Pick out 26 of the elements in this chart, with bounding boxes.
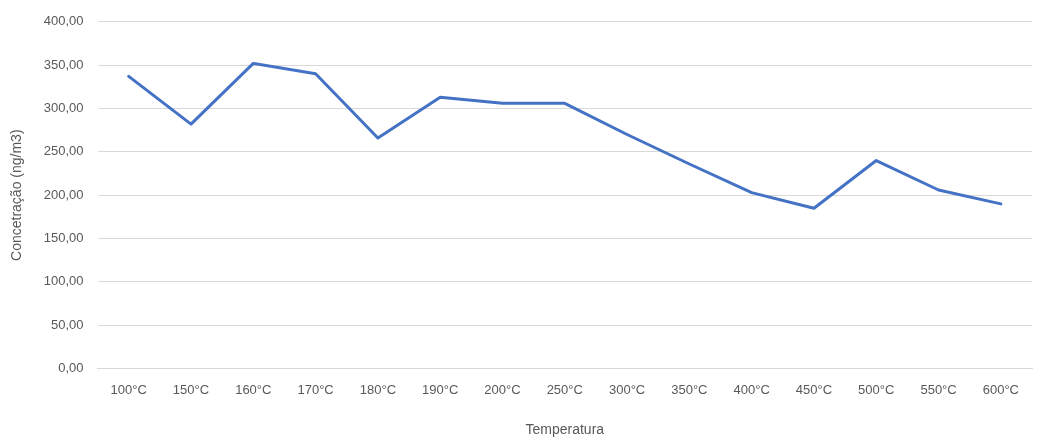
x-tick-label: 150°C bbox=[172, 381, 210, 397]
x-tick-label: 300°C bbox=[608, 381, 646, 397]
x-tick-label: 400°C bbox=[733, 381, 770, 397]
x-tick-label: 190°C bbox=[422, 381, 459, 397]
x-tick-label: 250°C bbox=[546, 381, 583, 397]
x-tick-label: 500°C bbox=[858, 381, 895, 397]
x-tick-label: 180°C bbox=[359, 381, 397, 397]
y-tick-label: 250,00 bbox=[43, 143, 84, 159]
x-tick-label: 100°C bbox=[110, 381, 147, 397]
x-tick-label: 160°C bbox=[235, 381, 272, 397]
y-tick-label: 150,00 bbox=[43, 230, 84, 246]
x-tick-label: 550°C bbox=[920, 381, 957, 397]
x-tick-label: 600°C bbox=[982, 381, 1019, 397]
y-tick-label: 350,00 bbox=[43, 56, 84, 72]
y-tick-label: 100,00 bbox=[43, 273, 84, 289]
x-tick-label: 350°C bbox=[671, 381, 708, 397]
y-tick-label: 300,00 bbox=[43, 100, 84, 116]
x-tick-label: 450°C bbox=[795, 381, 833, 397]
x-tick-label: 170°C bbox=[297, 381, 334, 397]
y-axis-title: Concetração (ng/m3) bbox=[8, 129, 25, 261]
y-tick-label: 200,00 bbox=[43, 186, 84, 202]
y-tick-label: 400,00 bbox=[43, 13, 84, 29]
x-axis-title: Temperatura bbox=[525, 421, 605, 438]
y-tick-label: 0,00 bbox=[58, 360, 84, 376]
x-tick-label: 200°C bbox=[484, 381, 521, 397]
y-tick-label: 50,00 bbox=[51, 316, 84, 332]
